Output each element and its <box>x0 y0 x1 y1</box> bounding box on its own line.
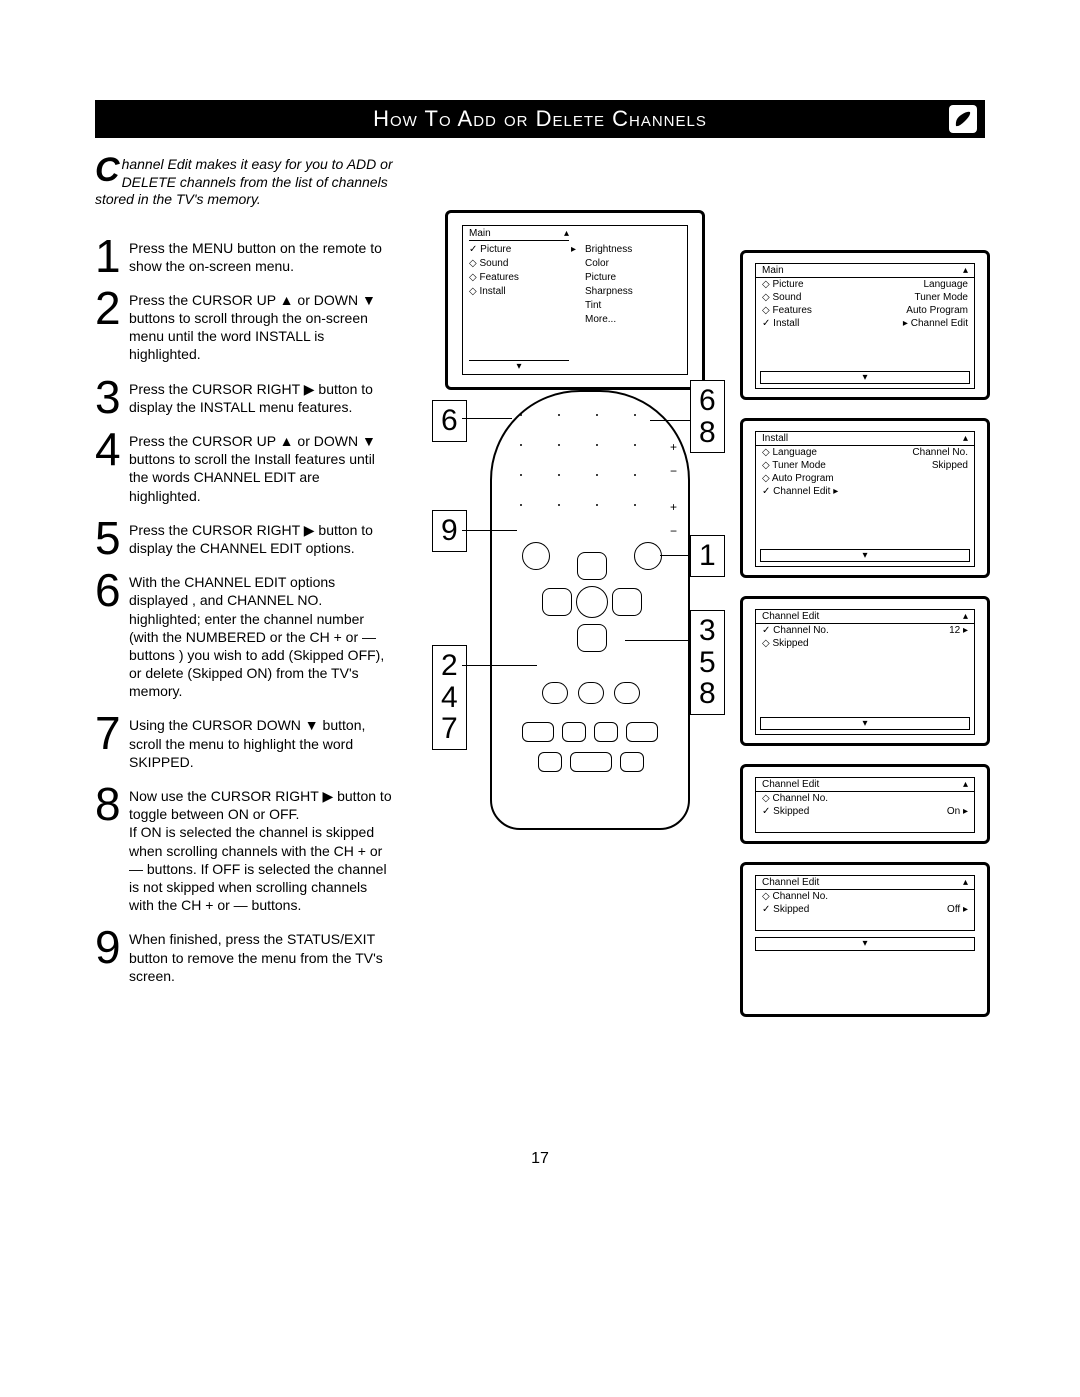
tv-screen: Main▴ PictureLanguage SoundTuner Mode Fe… <box>740 250 990 400</box>
dropcap: C <box>95 156 122 184</box>
callout: 2 4 7 <box>432 645 467 750</box>
page-title: How To Add or Delete Channels <box>373 106 707 132</box>
step: 9When finished, press the STATUS/EXIT bu… <box>95 928 395 985</box>
step: 8Now use the CURSOR RIGHT ▶ button to to… <box>95 785 395 914</box>
step: 5Press the CURSOR RIGHT ▶ button to disp… <box>95 519 395 557</box>
step: 2Press the CURSOR UP ▲ or DOWN ▼ buttons… <box>95 289 395 364</box>
callout: 1 <box>690 535 725 577</box>
callout: 6 <box>432 400 467 442</box>
step: 1Press the MENU button on the remote to … <box>95 237 395 275</box>
step: 7Using the CURSOR DOWN ▼ button, scroll … <box>95 714 395 771</box>
tv-screen-main: Main▴ Picture ▸ Sound Features Install B… <box>445 210 705 390</box>
manual-page: How To Add or Delete Channels C hannel E… <box>95 100 985 999</box>
callout: 6 8 <box>690 380 725 453</box>
tv-screen: Channel Edit▴ Channel No.12 ▸ Skipped ▾ <box>740 596 990 746</box>
title-bar: How To Add or Delete Channels <box>95 100 985 138</box>
step: 3Press the CURSOR RIGHT ▶ button to disp… <box>95 378 395 416</box>
tv-screen: Install▴ LanguageChannel No. Tuner ModeS… <box>740 418 990 578</box>
callout: 3 5 8 <box>690 610 725 715</box>
remote-icon <box>949 105 977 133</box>
tv-screen: Channel Edit▴ Channel No. SkippedOff ▸ ▾ <box>740 862 990 1017</box>
remote-diagram: + − + − <box>460 390 720 850</box>
tv-panel-stack: Main▴ PictureLanguage SoundTuner Mode Fe… <box>740 250 1000 1035</box>
intro-text: hannel Edit makes it easy for you to ADD… <box>95 156 393 207</box>
steps-list: 1Press the MENU button on the remote to … <box>95 237 395 985</box>
tv-screen: Channel Edit▴ Channel No. SkippedOn ▸ <box>740 764 990 844</box>
step: 6With the CHANNEL EDIT options displayed… <box>95 571 395 700</box>
step: 4Press the CURSOR UP ▲ or DOWN ▼ buttons… <box>95 430 395 505</box>
intro-paragraph: C hannel Edit makes it easy for you to A… <box>95 156 395 209</box>
